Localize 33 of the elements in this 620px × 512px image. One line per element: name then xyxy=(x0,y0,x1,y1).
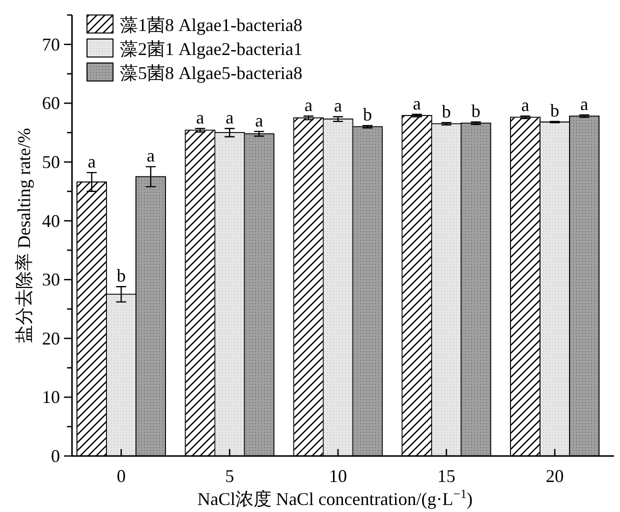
y-tick-label: 10 xyxy=(42,387,60,408)
legend-label: 藻2菌1 Algae2-bacteria1 xyxy=(120,39,302,59)
x-tick-label: 0 xyxy=(116,466,126,486)
data-label: a xyxy=(226,107,234,128)
data-label: a xyxy=(334,96,342,116)
x-tick-label: 10 xyxy=(329,466,347,486)
data-label: b xyxy=(116,266,126,286)
y-tick-label: 30 xyxy=(42,270,60,290)
x-axis-title: NaCl浓度 NaCl concentration/(g·L$^{−1}$) xyxy=(197,487,473,509)
y-tick-label: 70 xyxy=(42,34,60,54)
y-tick-label: 0 xyxy=(51,446,60,466)
data-label: b xyxy=(363,104,372,125)
x-tick-label: 5 xyxy=(225,466,234,486)
data-label: a xyxy=(255,110,264,130)
data-label: b xyxy=(442,102,451,122)
legend-label: 藻1菌8 Algae1-bacteria8 xyxy=(120,15,302,35)
y-tick-label: 40 xyxy=(42,210,60,231)
data-label: a xyxy=(304,95,312,116)
y-tick-label: 60 xyxy=(42,93,60,114)
data-label: a xyxy=(146,146,155,166)
y-tick-label: 20 xyxy=(42,328,60,348)
data-label: a xyxy=(580,94,588,114)
x-tick-label: 20 xyxy=(546,466,564,486)
data-label: a xyxy=(196,107,204,128)
data-label: a xyxy=(412,93,421,114)
data-label: a xyxy=(88,152,96,172)
y-axis-title: 盐分去除率 Desalting rate/% xyxy=(14,128,34,343)
data-label: b xyxy=(471,101,480,122)
y-tick-label: 50 xyxy=(42,152,60,172)
data-label: b xyxy=(550,100,560,120)
legend-label: 藻5菌8 Algae5-bacteria8 xyxy=(120,63,302,83)
x-tick-label: 15 xyxy=(437,466,456,486)
data-label: a xyxy=(521,95,530,116)
